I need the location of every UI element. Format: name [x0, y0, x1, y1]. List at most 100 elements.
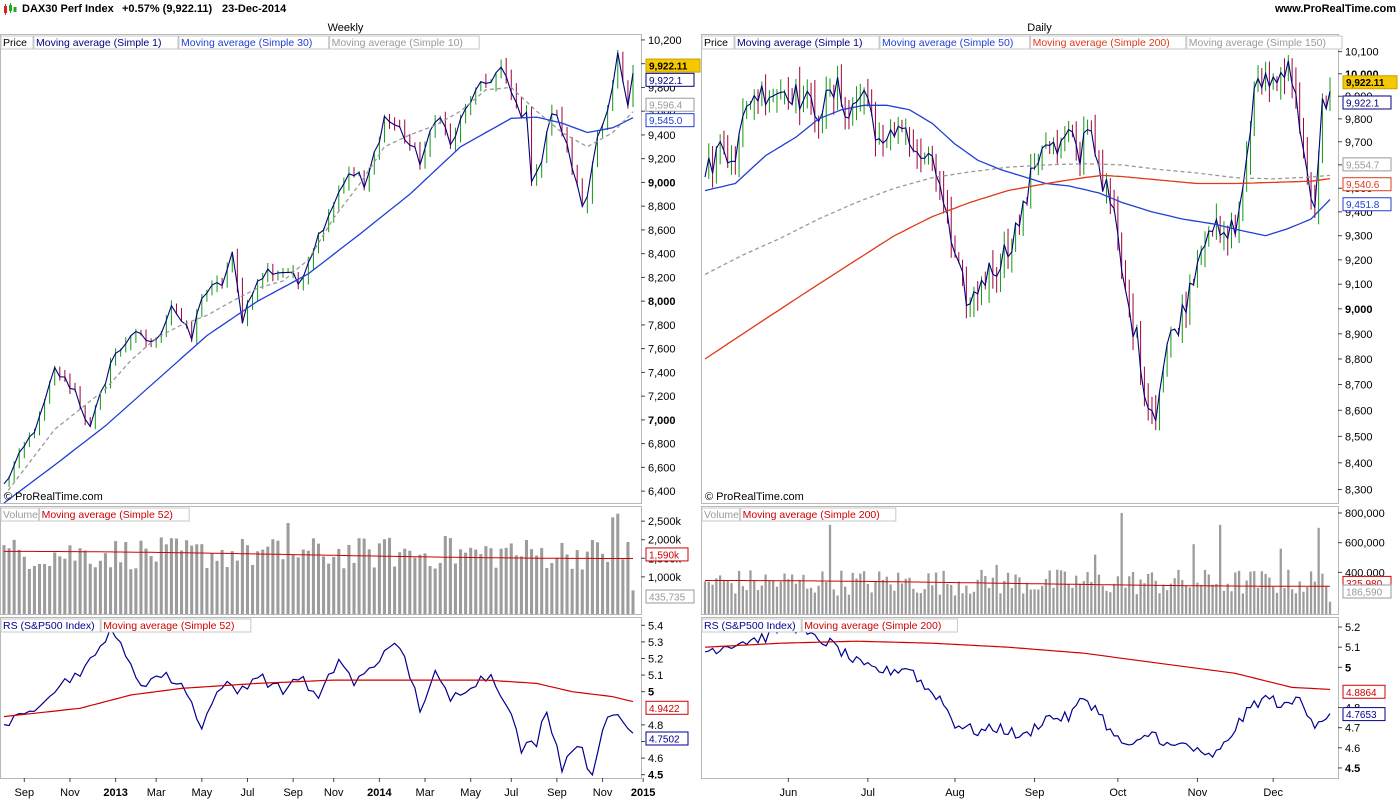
weekly-volume-bar [281, 559, 285, 614]
weekly-rs-tag-ma-bg [645, 700, 689, 715]
weekly-volume-bar [519, 556, 523, 614]
daily-volume-bar [741, 586, 745, 614]
weekly-volume-bar [240, 539, 244, 614]
daily-volume-bar [980, 569, 983, 614]
weekly-price-ytick-label: 9,000 [648, 177, 676, 189]
daily-volume-bar [809, 587, 813, 614]
daily-volume-bar [1325, 586, 1328, 614]
daily-volume-bar [764, 574, 767, 614]
daily-volume-bar [961, 593, 964, 614]
weekly-rs-tag-rs-bg [645, 731, 689, 746]
weekly-volume-tag-ma: 1,590k [649, 550, 680, 561]
weekly-volume-bar [484, 546, 488, 614]
daily-volume-bar [1120, 512, 1123, 614]
daily-volume-bar [874, 580, 877, 614]
weekly-volume-bar [205, 567, 209, 614]
weekly-rs-ytick-label: 4.6 [648, 753, 663, 765]
weekly-volume-bar [499, 548, 503, 614]
daily-volume-bar [946, 583, 949, 614]
weekly-xaxis-xlabel: 2014 [367, 787, 392, 799]
daily-rs-tag-rs-bg [1342, 707, 1386, 722]
weekly-volume-legend-box-0 [0, 507, 40, 522]
weekly-volume-bar [428, 566, 432, 614]
daily-volume-bar [1067, 583, 1070, 614]
weekly-xaxis-xlabel: May [460, 787, 481, 799]
weekly-tag-ma1-bg [645, 72, 695, 87]
daily-volume-bar [737, 570, 741, 614]
daily-volume-bar [775, 586, 779, 614]
weekly-volume-bar [550, 563, 554, 614]
weekly-price-ytick-label: 8,000 [648, 296, 676, 308]
daily-volume-bar [1306, 587, 1309, 614]
daily-volume-bar [779, 581, 782, 614]
daily-volume-bar [1131, 572, 1135, 614]
weekly-price-series-2 [3, 86, 634, 497]
weekly-rs-ytick-label: 5.3 [648, 637, 663, 649]
daily-volume-bar [1211, 584, 1214, 614]
daily-price-legend-item-1: Moving average (Simple 1) [737, 37, 862, 49]
daily-volume-bar [927, 573, 930, 614]
daily-xaxis-xlabel: Jun [779, 787, 797, 799]
daily-volume-bar [1018, 577, 1021, 614]
daily-volume-bar [915, 592, 919, 614]
daily-volume-bar [840, 570, 843, 614]
daily-volume-bar [1112, 583, 1116, 614]
weekly-volume-bar [393, 566, 397, 614]
daily-watermark: © ProRealTime.com [705, 491, 804, 503]
daily-price-legend-item-0: Price [704, 37, 728, 49]
daily-volume-bar [957, 581, 960, 614]
daily-volume-bar [897, 572, 900, 614]
daily-rs-legend-item-0: RS (S&P500 Index) [704, 620, 796, 632]
weekly-volume-bar [504, 547, 508, 614]
daily-volume-bar [919, 593, 923, 614]
daily-volume-bar [1128, 576, 1131, 614]
weekly-volume-bar [251, 564, 255, 614]
daily-volume-bar [825, 581, 828, 614]
daily-volume-bar [950, 584, 953, 614]
weekly-volume-bar [32, 565, 36, 614]
daily-volume-bar [1264, 573, 1267, 614]
weekly-volume-bar [316, 543, 321, 614]
weekly-volume-bar [17, 549, 21, 614]
weekly-volume-bar [311, 538, 315, 614]
weekly-rs-ytick-label: 4.8 [648, 720, 663, 732]
daily-tag-ma200: 9,540.6 [1346, 180, 1380, 191]
weekly-volume-bar [245, 545, 250, 614]
weekly-volume-bar [301, 549, 305, 614]
date-text: 23-Dec-2014 [222, 3, 287, 15]
weekly-volume-bar [464, 552, 468, 614]
weekly-volume-bar [606, 561, 610, 614]
weekly-volume-bar [139, 540, 143, 614]
weekly-volume-bar [271, 539, 275, 614]
weekly-volume-bar [78, 548, 82, 614]
daily-volume-bar [1181, 580, 1184, 614]
weekly-volume-bar [195, 544, 199, 614]
weekly-volume-bar [489, 548, 493, 614]
daily-volume-bar [734, 593, 737, 614]
weekly-volume-bar [185, 540, 189, 614]
weekly-volume-bar [352, 562, 356, 614]
weekly-rs-ytick-label: 5.1 [648, 670, 663, 682]
weekly-tag-ma30-bg [645, 113, 695, 128]
daily-volume-bar [1245, 580, 1248, 614]
weekly-price-legend-item-3: Moving average (Simple 10) [332, 37, 463, 49]
weekly-rs-ytick-label: 5.4 [648, 620, 663, 632]
daily-volume-bar [1226, 583, 1229, 614]
daily-volume-legend-item-0: Volume [704, 509, 739, 521]
daily-volume-bar [844, 586, 847, 614]
weekly-tag-ma10-bg [645, 97, 695, 112]
daily-volume-bar [866, 583, 870, 614]
daily-tag-ma1: 9,922.1 [1346, 98, 1380, 109]
weekly-price-ytick-label: 7,200 [648, 391, 676, 403]
weekly-volume-bar [616, 513, 620, 614]
daily-volume-bar [1328, 601, 1332, 614]
weekly-xaxis-xlabel: 2013 [103, 787, 127, 799]
daily-volume-bar [711, 584, 714, 614]
daily-volume-bar [995, 564, 998, 614]
daily-volume-bar [1124, 587, 1127, 614]
daily-volume-tag-ma: 325,980 [1346, 579, 1383, 590]
site-link[interactable]: www.ProRealTime.com [1274, 3, 1396, 15]
daily-price-ytick-label: 9,800 [1345, 114, 1373, 126]
daily-volume-bar [703, 581, 707, 614]
weekly-xaxis-xlabel: Mar [416, 787, 435, 799]
